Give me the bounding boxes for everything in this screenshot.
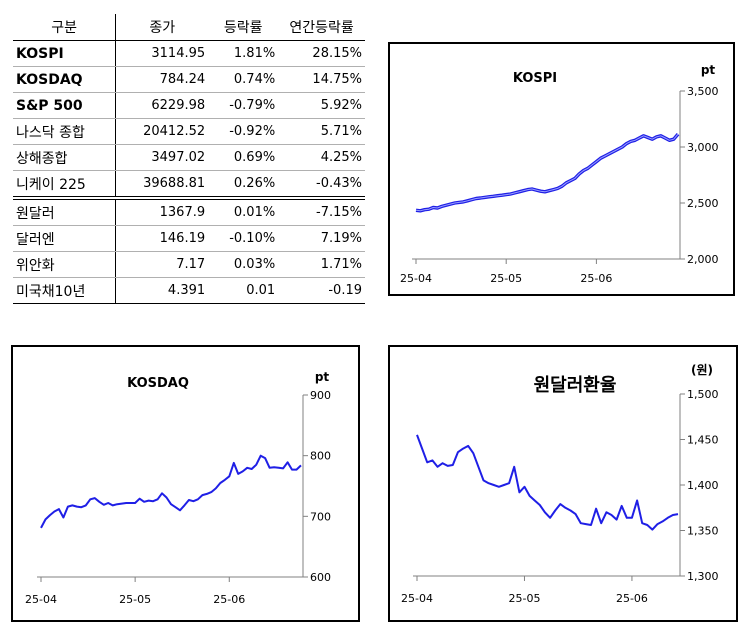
table-row: 미국채10년 4.391 0.01 -0.19 bbox=[13, 277, 365, 304]
row-change: 1.81% bbox=[208, 40, 279, 67]
row-close: 20412.52 bbox=[115, 118, 209, 145]
row-name: 나스닥 종합 bbox=[13, 118, 117, 145]
table-row: 니케이 225 39688.81 0.26% -0.43% bbox=[13, 170, 365, 200]
row-close: 6229.98 bbox=[115, 92, 209, 119]
kospi-chart-svg: KOSPI pt 2,000 2,500 3,000 3,500 25-04 25-05 25-… bbox=[400, 63, 719, 285]
series-line-outline bbox=[415, 133, 680, 213]
row-ytd-change: 5.71% bbox=[278, 118, 365, 145]
row-name: KOSDAQ bbox=[13, 66, 117, 93]
table-body: KOSPI 3114.95 1.81% 28.15% KOSDAQ 784.24 0.74%… bbox=[13, 40, 365, 304]
row-ytd-change: -0.43% bbox=[278, 170, 365, 200]
table-row: S&P 500 6229.98 -0.79% 5.92% bbox=[13, 92, 365, 119]
y-tick-label: 800 bbox=[310, 450, 331, 463]
header-category: 구분 bbox=[13, 14, 117, 41]
x-tick-label: 25-05 bbox=[119, 593, 151, 606]
chart-title: KOSDAQ bbox=[127, 376, 189, 391]
header-ytd-change: 연간등락률 bbox=[278, 14, 365, 41]
series-line bbox=[40, 454, 302, 529]
row-name: 니케이 225 bbox=[13, 170, 117, 200]
y-tick-label: 600 bbox=[310, 571, 331, 584]
row-ytd-change: -0.19 bbox=[278, 277, 365, 304]
row-change: 0.26% bbox=[208, 170, 279, 200]
y-tick-label: 1,300 bbox=[687, 570, 719, 583]
row-close: 7.17 bbox=[115, 251, 209, 278]
usdkrw-chart: 원달러환율 (원) 1,300 1,350 1,400 1,450 1,500 25-04 25… bbox=[388, 345, 738, 622]
header-close: 종가 bbox=[115, 14, 209, 41]
row-change: 0.03% bbox=[208, 251, 279, 278]
market-summary-table: 구분 종가 등락률 연간등락률 KOSPI 3114.95 1.81% 28.15% K… bbox=[13, 14, 365, 304]
row-change: 0.74% bbox=[208, 66, 279, 93]
row-name: 원달러 bbox=[13, 198, 117, 226]
x-tick-label: 25-04 bbox=[400, 272, 432, 285]
row-change: 0.01 bbox=[208, 277, 279, 304]
row-ytd-change: 28.15% bbox=[278, 40, 365, 67]
row-close: 784.24 bbox=[115, 66, 209, 93]
series-line-highlight bbox=[415, 133, 679, 212]
y-axis-unit: pt bbox=[315, 370, 330, 384]
kosdaq-chart-svg: KOSDAQ pt 600 700 800 900 25-04 25-05 25-06 bbox=[25, 370, 331, 606]
x-tick-label: 25-06 bbox=[580, 272, 612, 285]
y-tick-label: 2,000 bbox=[687, 253, 719, 266]
table-row: 위안화 7.17 0.03% 1.71% bbox=[13, 251, 365, 278]
row-name: 위안화 bbox=[13, 251, 117, 278]
x-tick-label: 25-04 bbox=[401, 592, 433, 605]
y-tick-label: 1,400 bbox=[687, 479, 719, 492]
row-close: 3114.95 bbox=[115, 40, 209, 67]
row-close: 146.19 bbox=[115, 225, 209, 252]
y-tick-label: 3,500 bbox=[687, 85, 719, 98]
row-name: 달러엔 bbox=[13, 225, 117, 252]
x-tick-label: 25-06 bbox=[616, 592, 648, 605]
table-row: 달러엔 146.19 -0.10% 7.19% bbox=[13, 225, 365, 252]
row-name: 미국채10년 bbox=[13, 277, 117, 304]
table-header-row: 구분 종가 등락률 연간등락률 bbox=[13, 14, 365, 41]
y-tick-label: 1,450 bbox=[687, 434, 719, 447]
chart-title: 원달러환율 bbox=[534, 374, 617, 396]
usdkrw-chart-svg: 원달러환율 (원) 1,300 1,350 1,400 1,450 1,500 25-04 25… bbox=[401, 363, 719, 605]
y-tick-label: 1,350 bbox=[687, 525, 719, 538]
row-ytd-change: 7.19% bbox=[278, 225, 365, 252]
table-row: KOSDAQ 784.24 0.74% 14.75% bbox=[13, 66, 365, 93]
row-ytd-change: 14.75% bbox=[278, 66, 365, 93]
x-tick-label: 25-04 bbox=[25, 593, 57, 606]
kosdaq-chart: KOSDAQ pt 600 700 800 900 25-04 25-05 25-06 bbox=[11, 345, 360, 622]
y-tick-label: 700 bbox=[310, 510, 331, 523]
row-ytd-change: 1.71% bbox=[278, 251, 365, 278]
y-axis-unit: (원) bbox=[691, 363, 713, 377]
x-tick-label: 25-05 bbox=[490, 272, 522, 285]
kospi-chart: KOSPI pt 2,000 2,500 3,000 3,500 25-04 25-05 25-… bbox=[388, 42, 735, 296]
y-tick-label: 900 bbox=[310, 389, 331, 402]
row-name: S&P 500 bbox=[13, 92, 117, 119]
table-row: KOSPI 3114.95 1.81% 28.15% bbox=[13, 40, 365, 67]
row-name: KOSPI bbox=[13, 40, 117, 67]
row-change: 0.01% bbox=[208, 198, 279, 226]
row-ytd-change: 4.25% bbox=[278, 144, 365, 171]
row-change: -0.10% bbox=[208, 225, 279, 252]
row-ytd-change: -7.15% bbox=[278, 198, 365, 226]
table-row: 상해종합 3497.02 0.69% 4.25% bbox=[13, 144, 365, 171]
row-change: -0.79% bbox=[208, 92, 279, 119]
series-line bbox=[416, 434, 679, 531]
row-name: 상해종합 bbox=[13, 144, 117, 171]
header-change: 등락률 bbox=[208, 14, 279, 41]
x-tick-label: 25-06 bbox=[213, 593, 245, 606]
row-close: 1367.9 bbox=[115, 198, 209, 226]
row-close: 4.391 bbox=[115, 277, 209, 304]
table-row: 나스닥 종합 20412.52 -0.92% 5.71% bbox=[13, 118, 365, 145]
y-tick-label: 1,500 bbox=[687, 388, 719, 401]
y-tick-label: 3,000 bbox=[687, 141, 719, 154]
row-ytd-change: 5.92% bbox=[278, 92, 365, 119]
row-close: 39688.81 bbox=[115, 170, 209, 200]
row-change: -0.92% bbox=[208, 118, 279, 145]
chart-title: KOSPI bbox=[513, 71, 557, 86]
row-change: 0.69% bbox=[208, 144, 279, 171]
table-row: 원달러 1367.9 0.01% -7.15% bbox=[13, 198, 365, 226]
y-tick-label: 2,500 bbox=[687, 197, 719, 210]
y-axis-unit: pt bbox=[701, 63, 716, 77]
row-close: 3497.02 bbox=[115, 144, 209, 171]
x-tick-label: 25-05 bbox=[508, 592, 540, 605]
